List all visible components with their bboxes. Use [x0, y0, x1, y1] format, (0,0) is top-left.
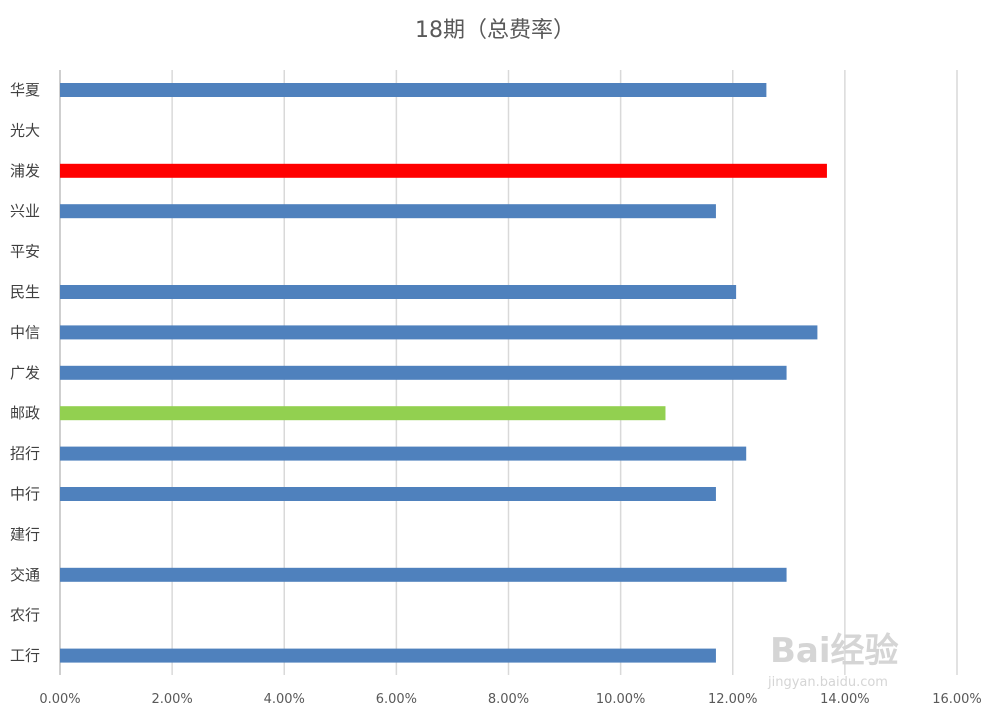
x-tick-labels: 0.00% 2.00% 4.00% 6.00% 8.00% 10.00% 12.00% 14.…: [39, 692, 981, 707]
category-label: 华夏: [10, 81, 40, 99]
category-label: 农行: [10, 606, 40, 624]
bar: [60, 406, 666, 421]
bar: [60, 487, 716, 501]
category-label: 民生: [10, 283, 40, 301]
x-tick-label: 0.00%: [39, 692, 80, 707]
category-label: 交通: [10, 566, 40, 584]
x-tick-label: 2.00%: [151, 692, 192, 707]
watermark-url: jingyan.baidu.com: [767, 675, 888, 690]
x-tick-label: 10.00%: [596, 692, 646, 707]
category-label: 招行: [10, 445, 40, 463]
category-label: 广发: [10, 364, 40, 382]
category-label: 光大: [10, 121, 40, 139]
bars: [60, 83, 827, 663]
bar: [60, 163, 827, 178]
category-label: 浦发: [10, 162, 40, 180]
category-label: 工行: [10, 647, 40, 665]
bar: [60, 567, 787, 582]
x-tick-label: 16.00%: [932, 692, 982, 707]
category-label: 邮政: [10, 404, 40, 422]
category-label: 中信: [10, 323, 40, 341]
x-tick-label: 8.00%: [488, 692, 529, 707]
x-tick-label: 6.00%: [376, 692, 417, 707]
category-label: 兴业: [10, 202, 40, 220]
watermark-logo: Bai经验: [770, 631, 899, 671]
bar: [60, 648, 716, 663]
bar: [60, 285, 737, 299]
x-tick-label: 4.00%: [264, 692, 305, 707]
bar: [60, 204, 716, 219]
bar: [60, 325, 818, 340]
bar: [60, 83, 767, 97]
x-tick-label: 14.00%: [820, 692, 870, 707]
category-label: 中行: [10, 485, 40, 503]
bar: [60, 365, 787, 380]
watermark: Bai经验 jingyan.baidu.com: [767, 631, 899, 690]
category-label: 建行: [10, 525, 40, 543]
x-tick-label: 12.00%: [708, 692, 758, 707]
bar: [60, 446, 747, 461]
category-label: 平安: [10, 243, 40, 261]
chart-title: 18期（总费率）: [415, 18, 575, 43]
